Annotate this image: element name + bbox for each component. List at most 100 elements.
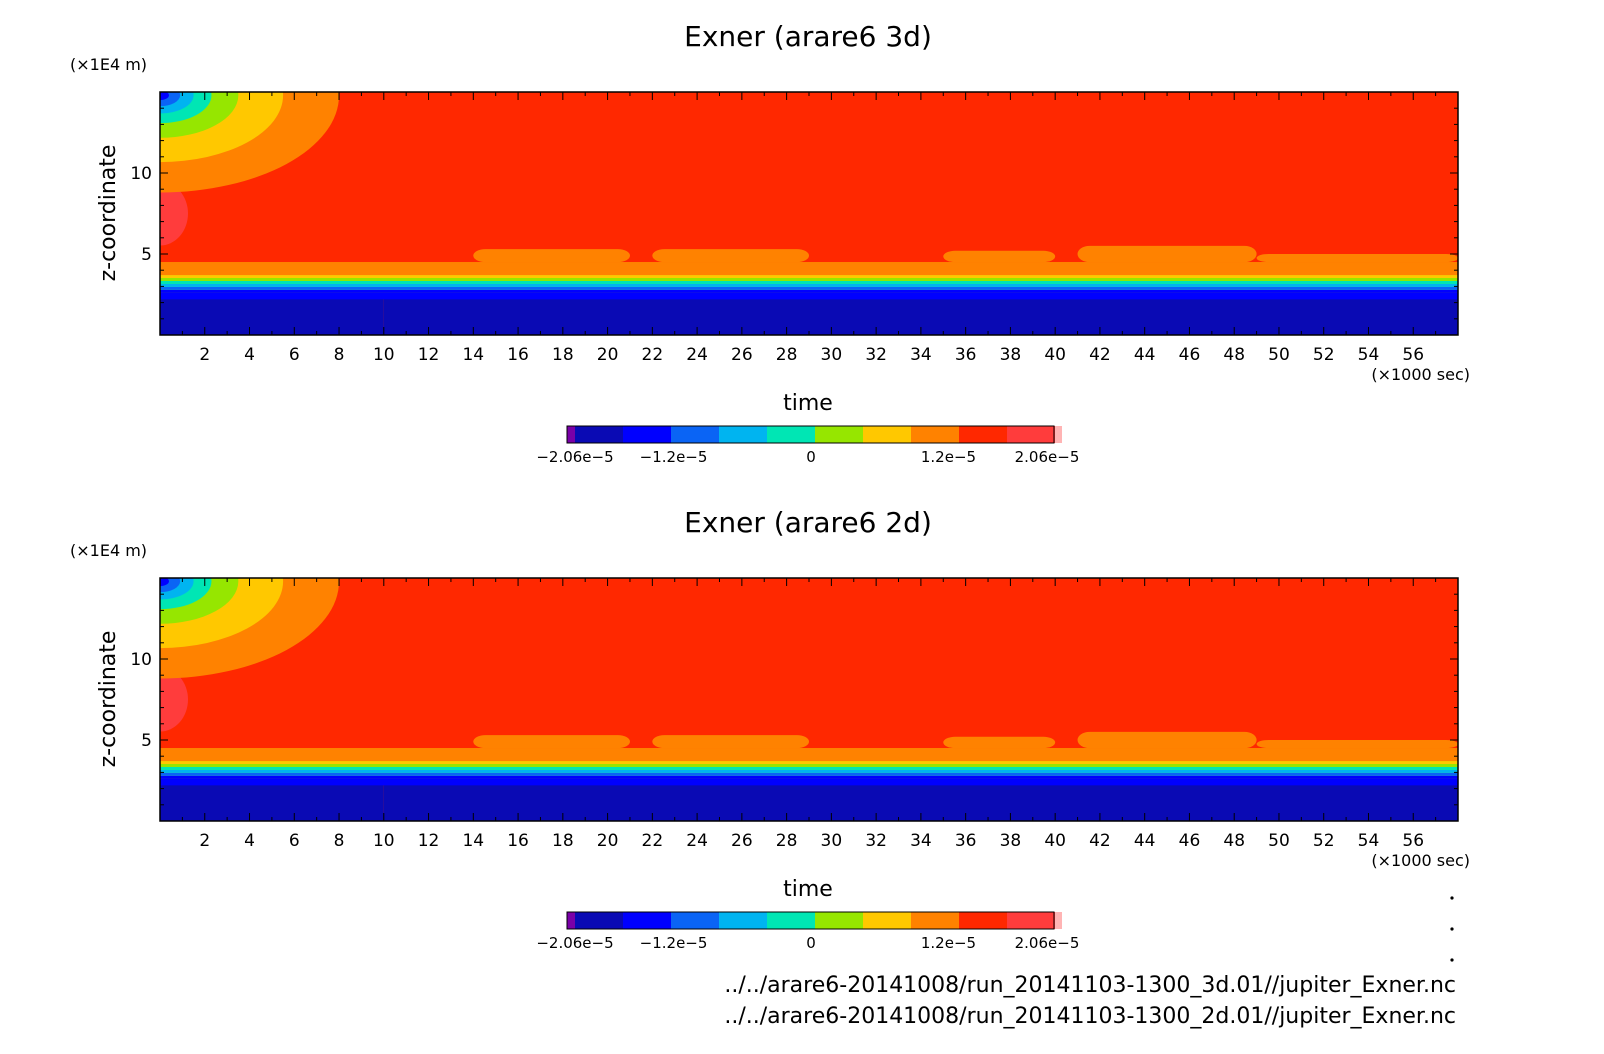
- colorbar-label: 1.2e−5: [921, 934, 976, 952]
- x-tick-label: 52: [1313, 345, 1335, 365]
- x-tick-label: 36: [955, 831, 977, 851]
- panel-3d: Exner (arare6 3d) (×1E4 m) 2 4 6 8 10 12 14 16 1…: [70, 20, 1470, 466]
- heatmap-field: [160, 92, 1458, 335]
- field-band: [160, 667, 188, 732]
- field-band: [160, 748, 1458, 762]
- x-tick-label: 22: [642, 831, 664, 851]
- x-tick-label: 44: [1134, 345, 1156, 365]
- y-tick-label: 10: [130, 650, 152, 670]
- y-tick-label: 5: [141, 245, 152, 265]
- field-band: [160, 92, 169, 101]
- x-ticks: 2 4 6 8 10 12 14 16 18 20 22 24 26 28 30 32 34 36 38 40 42 44…: [159, 578, 1459, 851]
- footer-file-path-3d: ../../arare6-20141008/run_20141103-1300_…: [724, 973, 1456, 998]
- colorbar-swatch: [767, 912, 815, 929]
- field-band: [160, 775, 1458, 779]
- colorbar-swatch: [815, 426, 863, 443]
- x-tick-label: 42: [1089, 345, 1111, 365]
- field-band: [160, 292, 1458, 300]
- colorbar-swatch: [567, 426, 575, 443]
- x-tick-label: 36: [955, 345, 977, 365]
- y-ticks: 5 10: [130, 91, 1458, 336]
- field-band: [160, 275, 1458, 279]
- x-tick-label: 12: [418, 831, 440, 851]
- field-band: [943, 250, 1056, 263]
- y-axis-label: z-coordinate: [96, 145, 121, 282]
- x-tick-label: 50: [1268, 345, 1290, 365]
- field-band: [160, 578, 1458, 749]
- field-band: [160, 181, 188, 246]
- colorbar-swatch: [1007, 912, 1055, 929]
- x-tick-label: 6: [289, 345, 300, 365]
- chart-title: Exner (arare6 3d): [684, 20, 932, 53]
- colorbar-swatch: [1055, 912, 1062, 929]
- x-tick-label: 48: [1223, 831, 1245, 851]
- field-band: [1256, 254, 1458, 263]
- colorbar: −2.06e−5 −1.2e−5 0 1.2e−5 2.06e−5: [536, 425, 1079, 466]
- colorbar-label: 0: [806, 934, 816, 952]
- footer-dot: [1450, 958, 1454, 962]
- x-tick-label: 50: [1268, 831, 1290, 851]
- field-band: [160, 578, 169, 587]
- x-tick-label: 26: [731, 345, 753, 365]
- x-tick-label: 40: [1044, 831, 1066, 851]
- field-band: [160, 778, 384, 821]
- footer-file-path-2d: ../../arare6-20141008/run_20141103-1300_…: [724, 1004, 1456, 1029]
- y-unit-label: (×1E4 m): [70, 541, 147, 560]
- colorbar-frame: [566, 911, 1055, 930]
- x-tick-label: 28: [776, 831, 798, 851]
- x-tick-label: 16: [507, 345, 529, 365]
- field-band: [160, 778, 1458, 786]
- field-band: [652, 735, 809, 749]
- x-tick-label: 22: [642, 345, 664, 365]
- x-tick-label: 56: [1402, 345, 1424, 365]
- field-band: [943, 736, 1056, 749]
- colorbar-swatch: [863, 426, 911, 443]
- x-tick-label: 18: [552, 831, 574, 851]
- field-band: [473, 735, 630, 749]
- x-tick-label: 8: [334, 345, 345, 365]
- x-tick-label: 30: [821, 345, 843, 365]
- x-tick-label: 4: [244, 345, 255, 365]
- colorbar-swatch: [623, 912, 671, 929]
- colorbar-label: −1.2e−5: [640, 448, 708, 466]
- field-band: [160, 283, 1458, 287]
- colorbar-frame: [566, 425, 1055, 444]
- field-band: [160, 281, 1458, 284]
- x-tick-label: 28: [776, 345, 798, 365]
- colorbar-swatch: [863, 912, 911, 929]
- x-tick-label: 48: [1223, 345, 1245, 365]
- colorbar-label: −2.06e−5: [536, 934, 613, 952]
- colorbar-swatch: [1055, 426, 1062, 443]
- plot-area: [160, 578, 1458, 821]
- colorbar-swatch: [815, 912, 863, 929]
- colorbar-swatch: [671, 912, 719, 929]
- field-band: [160, 764, 1458, 767]
- field-band: [1256, 740, 1458, 749]
- plot-area: [160, 92, 1458, 335]
- field-band: [160, 286, 1458, 290]
- x-tick-label: 54: [1358, 831, 1380, 851]
- x-tick-label: 54: [1358, 345, 1380, 365]
- colorbar: −2.06e−5 −1.2e−5 0 1.2e−5 2.06e−5: [536, 911, 1079, 952]
- field-band: [160, 767, 1458, 770]
- x-tick-label: 12: [418, 345, 440, 365]
- colorbar-swatch: [719, 912, 767, 929]
- x-tick-label: 20: [597, 345, 619, 365]
- x-tick-label: 26: [731, 831, 753, 851]
- colorbar-swatch: [959, 912, 1007, 929]
- y-tick-label: 10: [130, 164, 152, 184]
- x-tick-label: 44: [1134, 831, 1156, 851]
- x-tick-label: 46: [1179, 831, 1201, 851]
- y-unit-label: (×1E4 m): [70, 55, 147, 74]
- colorbar-swatch: [911, 912, 959, 929]
- colorbar-swatch: [767, 426, 815, 443]
- x-tick-label: 38: [1000, 345, 1022, 365]
- x-unit-label: (×1000 sec): [1371, 365, 1470, 384]
- x-tick-label: 56: [1402, 831, 1424, 851]
- y-ticks: 5 10: [130, 577, 1458, 822]
- field-band: [1077, 731, 1257, 749]
- x-unit-label: (×1000 sec): [1371, 851, 1470, 870]
- field-band: [160, 761, 1458, 765]
- x-tick-label: 20: [597, 831, 619, 851]
